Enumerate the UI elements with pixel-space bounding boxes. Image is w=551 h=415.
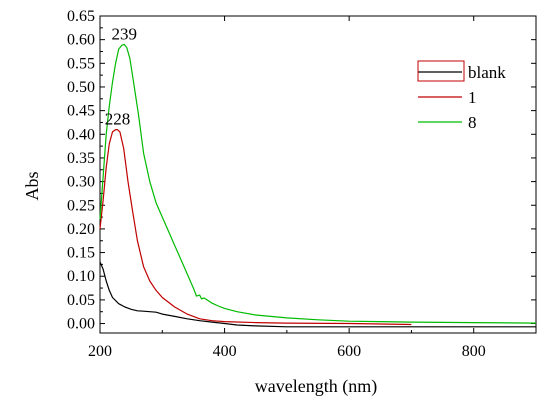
plot-frame xyxy=(99,15,537,334)
x-tick-label: 800 xyxy=(462,343,486,360)
x-tick-label: 200 xyxy=(88,343,112,360)
y-tick-label: 0.25 xyxy=(67,197,95,214)
axes: 0.00 0.05 0.10 0.15 0.20 0.25 0.30 0.35 0.40 0.45… xyxy=(67,8,537,360)
y-tick-label: 0.20 xyxy=(67,221,95,238)
y-tick-label: 0.15 xyxy=(67,245,95,262)
series-line-1 xyxy=(99,129,412,326)
y-tick-label: 0.40 xyxy=(67,126,95,143)
y-tick-label: 0.10 xyxy=(67,268,95,285)
x-tick-label: 400 xyxy=(213,343,237,360)
y-tick-label: 0.65 xyxy=(67,8,95,25)
x-tick-label: 600 xyxy=(337,343,361,360)
y-tick-label: 0.50 xyxy=(67,79,95,96)
peak-label: 239 xyxy=(112,24,138,43)
series-line-blank xyxy=(99,261,536,328)
y-tick-label: 0.05 xyxy=(67,292,95,309)
series-layer xyxy=(99,43,537,328)
legend-label-blank: blank xyxy=(468,63,506,82)
y-tick-label: 0.55 xyxy=(67,55,95,72)
peak-label: 228 xyxy=(105,110,131,129)
legend: blank 1 8 xyxy=(417,60,506,132)
x-axis-title: wavelength (nm) xyxy=(255,376,377,397)
y-tick-label: 0.45 xyxy=(67,103,95,120)
legend-label-8: 8 xyxy=(468,113,477,132)
series-line-8 xyxy=(99,43,537,324)
annotations: 239 228 xyxy=(105,24,137,128)
y-tick-label: 0.30 xyxy=(67,174,95,191)
y-axis-title: Abs xyxy=(22,171,42,200)
y-tick-label: 0.35 xyxy=(67,150,95,167)
y-tick-label: 0.60 xyxy=(67,32,95,49)
legend-swatch-box xyxy=(417,60,465,82)
y-tick-label: 0.00 xyxy=(67,316,95,333)
legend-label-1: 1 xyxy=(468,88,477,107)
